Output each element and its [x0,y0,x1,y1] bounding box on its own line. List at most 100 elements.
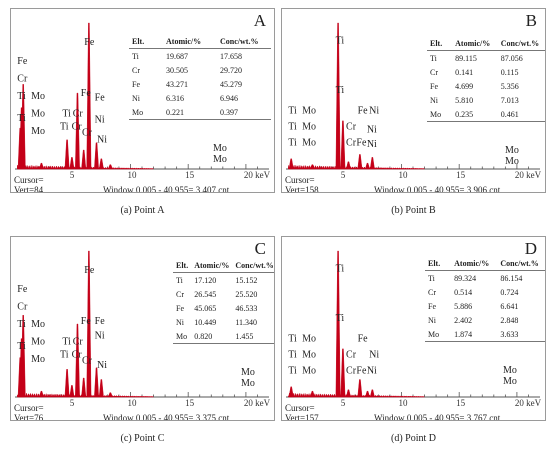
table-cell: 0.820 [191,329,233,344]
table-header: Atomic/% [451,257,498,271]
table-header: Atomic/% [163,35,217,49]
peak-label: Mo [31,91,45,102]
window-label: Window 0.005 - 40.955= [374,185,465,193]
mo-label: Mo [503,365,517,376]
peak-label: Ti [336,313,345,324]
table-cell: 1.455 [232,329,274,344]
table-cell: 5.886 [454,301,473,311]
table-row: Cr 0.514 0.724 [425,285,545,299]
spectrum-peak [75,323,80,398]
table-header: Conc/wt.% [217,35,271,49]
table-row: Ni 2.402 2.848 [425,313,545,327]
x-tick-label: 20 keV [244,170,271,180]
peak-label: Ti [17,341,26,352]
cursor-label: Cursor= [285,403,315,413]
spectrum-peak [357,154,363,170]
spectrum-peak [309,390,315,398]
table-cell: 0.221 [163,105,217,120]
spectrum-chart: 5 10 15 20 keVTiTiTiTiTiMoMoMoCrCrFeFeNiNiN… [286,22,542,180]
table-cell: 29.720 [220,65,242,75]
table-cell: 19.687 [166,51,188,61]
count-value: 3,906 cnt [466,185,501,193]
table-header: Atomic/% [191,259,233,273]
spectrum-peak [20,315,26,398]
mo-label: Mo [241,378,255,389]
table-row: Ti 19.687 17.658 [129,49,271,64]
peak-label: Cr [346,366,357,377]
spectrum-peak [335,250,341,398]
peak-label: Mo [302,106,316,117]
peak-label: Ti [288,334,297,345]
table-row: Ti 89.324 86.154 [425,271,545,286]
count-value: 3,407 cnt [195,185,230,193]
table-cell: Ni [428,315,436,325]
peak-label: Mo [31,126,45,137]
peak-label: Fe [17,284,28,295]
cursor-label: Cursor= [14,403,44,413]
table-row: Cr 30.505 29.720 [129,63,271,77]
x-tick-label: 10 [127,170,137,180]
table-cell: 1.874 [451,327,498,342]
peak-label: Ni [367,139,377,150]
peak-label: Cr [346,122,357,133]
peak-label: Ti [60,122,69,133]
peak-label: Fe [358,106,369,117]
peak-label: Ti [288,366,297,377]
peak-label: Ni [369,106,379,117]
panel-letter: A [253,11,266,30]
caption-d: (d) Point D [391,433,436,444]
window-label: Window 0.005 - 40.955= [103,413,194,421]
cursor-label: Cursor= [285,175,315,185]
table-cell: 0.397 [217,105,271,120]
table-row: Cr 0.141 0.115 [427,65,545,79]
x-tick-label: 15 [185,170,195,180]
peak-label: Ni [367,366,377,377]
eds-panel-d: 5 10 15 20 keV Ti Ti Ti Ti Ti Mo Mo Mo Cr Cr Fe Fe Ni Ni D… [281,236,546,421]
spectrum-peak [94,142,99,170]
table-row: Mo 0.221 0.397 [129,105,271,120]
peak-label: Mo [302,350,316,361]
mo-label: Mo [241,367,255,378]
peak-label: Mo [31,336,45,347]
peak-label: Ti [17,319,26,330]
table-cell: 2.848 [500,315,519,325]
peak-label: Ni [369,350,379,361]
peak-label: Fe [81,316,92,327]
table-cell: Cr [176,289,184,299]
eds-panel-a: 5 10 15 20 keV Fe Cr Ti Ti Mo Mo Mo Ti Ti Cr Cr Cr Fe Fe N… [10,8,275,193]
table-cell: Fe [428,301,436,311]
spectrum-peak [288,386,294,398]
peak-label: Ni [367,125,377,136]
spectrum-peak [369,157,375,170]
x-tick-label: 20 keV [515,170,542,180]
x-tick-label: 20 keV [244,398,271,408]
table-cell: 0.724 [500,287,519,297]
peak-label: Fe [81,88,92,99]
table-header: Conc/wt.% [497,257,545,271]
table-row: Ni 6.316 6.946 [129,91,271,105]
window-label: Window 0.005 - 40.955= [374,413,465,421]
spectrum-peak [369,389,375,398]
spectrum-peak [346,161,351,170]
table-cell: 0.235 [452,107,498,122]
peak-label: Ti [336,85,345,96]
spectrum-peak [81,149,87,170]
x-tick-label: 10 [127,398,137,408]
table-cell: Ti [176,275,183,285]
table-header: Conc/wt.% [232,259,274,273]
table-cell: 17.120 [194,275,217,285]
spectrum-peak [335,22,341,170]
peak-label: Ni [95,331,105,342]
caption-b: (b) Point B [391,205,436,216]
peak-label: Cr [73,336,84,347]
peak-label: Mo [302,122,316,133]
spectrum-peak [94,367,99,398]
peak-label: Ni [95,114,105,125]
mo-label: Mo [213,143,227,154]
table-row: Mo 0.820 1.455 [173,329,274,344]
spectrum-peak [357,379,363,398]
peak-label: Mo [302,334,316,345]
table-cell: Ti [430,53,437,63]
peak-label: Ti [62,336,71,347]
